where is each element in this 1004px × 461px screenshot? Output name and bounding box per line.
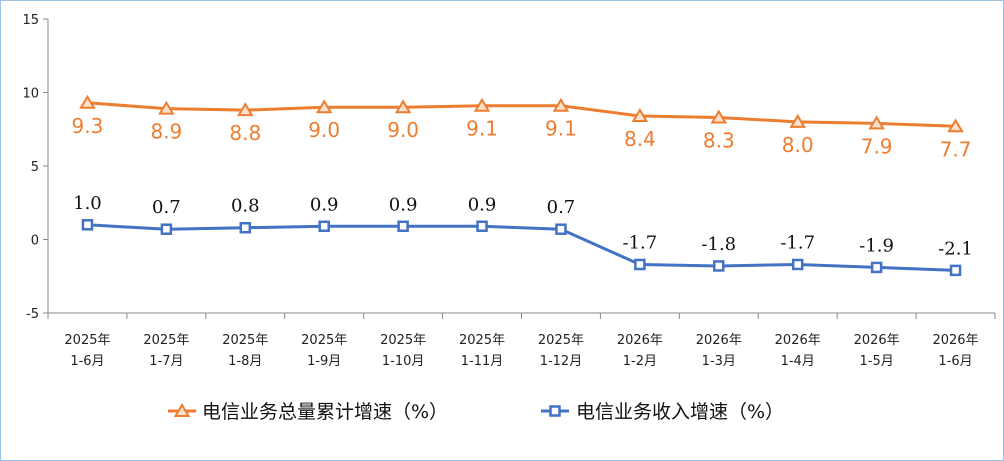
data-label: 0.7 bbox=[152, 197, 181, 218]
data-point-marker bbox=[158, 100, 175, 115]
data-point-marker bbox=[868, 115, 885, 130]
x-category-period: 1-9月 bbox=[307, 354, 341, 369]
data-point-marker bbox=[79, 94, 96, 109]
data-point-marker bbox=[239, 221, 252, 234]
x-category-period: 1-7月 bbox=[149, 354, 183, 369]
x-category-year: 2025年 bbox=[459, 333, 505, 348]
x-category-period: 1-6月 bbox=[70, 354, 104, 369]
data-point-marker bbox=[710, 109, 728, 124]
x-category-year: 2025年 bbox=[222, 333, 268, 348]
data-point-marker bbox=[713, 260, 725, 272]
data-label: -1.7 bbox=[780, 232, 815, 253]
data-label: 7.7 bbox=[940, 137, 972, 161]
x-category-year: 2026年 bbox=[854, 333, 900, 348]
data-point-marker bbox=[552, 97, 570, 112]
data-point-marker bbox=[318, 220, 330, 233]
data-point-marker bbox=[81, 219, 94, 231]
data-label: 9.0 bbox=[308, 118, 340, 142]
data-point-marker bbox=[473, 97, 491, 112]
series-line-total-volume bbox=[87, 101, 956, 128]
y-tick-label: -5 bbox=[26, 307, 39, 322]
x-category-period: 1-11月 bbox=[461, 354, 504, 369]
x-category-period: 1-4月 bbox=[781, 354, 815, 369]
data-label: -1.7 bbox=[623, 232, 658, 253]
data-label: 0.9 bbox=[468, 194, 497, 215]
data-label: 7.9 bbox=[861, 134, 893, 158]
series-line-revenue bbox=[87, 223, 956, 272]
x-category-period: 1-3月 bbox=[702, 354, 736, 369]
data-point-marker bbox=[947, 118, 964, 133]
data-point-marker bbox=[394, 99, 412, 114]
data-point-marker bbox=[555, 223, 567, 235]
data-point-marker bbox=[397, 220, 409, 233]
data-label: 8.9 bbox=[150, 120, 182, 144]
x-category-year: 2026年 bbox=[775, 333, 821, 348]
x-category-year: 2025年 bbox=[380, 333, 426, 348]
y-tick-label: 0 bbox=[31, 234, 39, 249]
data-point-marker bbox=[476, 220, 488, 233]
x-category-year: 2025年 bbox=[143, 333, 189, 348]
x-category-period: 1-5月 bbox=[860, 354, 894, 369]
data-label: 8.4 bbox=[624, 127, 656, 151]
data-point-marker bbox=[791, 258, 804, 271]
data-label: 0.7 bbox=[547, 197, 576, 218]
data-label: 9.3 bbox=[72, 114, 104, 138]
x-category-year: 2026年 bbox=[932, 333, 978, 348]
x-category-year: 2026年 bbox=[696, 333, 742, 348]
data-label: 0.9 bbox=[310, 194, 339, 215]
data-point-marker bbox=[949, 264, 962, 277]
data-label: -1.8 bbox=[701, 234, 736, 255]
data-label: 8.8 bbox=[229, 121, 261, 145]
data-point-marker bbox=[160, 223, 173, 235]
x-category-period: 1-6月 bbox=[938, 354, 972, 369]
data-label: -1.9 bbox=[859, 235, 894, 256]
data-point-marker bbox=[870, 261, 883, 274]
legend-label: 电信业务收入增速（%） bbox=[576, 401, 784, 423]
data-label: 0.9 bbox=[389, 194, 418, 215]
data-label: 9.1 bbox=[466, 117, 498, 141]
data-point-marker bbox=[315, 99, 333, 114]
data-label: 9.0 bbox=[387, 118, 419, 142]
data-point-marker bbox=[789, 113, 806, 128]
x-category-period: 1-8月 bbox=[228, 354, 262, 369]
data-label: 9.1 bbox=[545, 117, 577, 141]
data-label: 0.8 bbox=[231, 196, 260, 217]
x-category-period: 1-12月 bbox=[540, 354, 583, 369]
data-label: 1.0 bbox=[73, 193, 102, 214]
x-category-period: 1-2月 bbox=[623, 354, 657, 369]
x-category-year: 2025年 bbox=[538, 333, 584, 348]
legend-marker bbox=[549, 405, 561, 417]
data-label: 8.0 bbox=[782, 133, 814, 157]
y-tick-label: 5 bbox=[31, 160, 39, 175]
legend-marker bbox=[173, 403, 191, 417]
x-category-year: 2025年 bbox=[64, 333, 110, 348]
legend-label: 电信业务总量累计增速（%） bbox=[202, 401, 448, 423]
x-category-year: 2026年 bbox=[617, 333, 663, 348]
x-category-period: 1-10月 bbox=[382, 354, 425, 369]
data-label: 8.3 bbox=[703, 128, 735, 152]
y-tick-label: 10 bbox=[22, 87, 39, 102]
y-tick-label: 15 bbox=[22, 13, 39, 28]
data-point-marker bbox=[634, 258, 646, 271]
data-point-marker bbox=[237, 102, 254, 117]
data-point-marker bbox=[631, 108, 649, 123]
data-label: -2.1 bbox=[938, 238, 973, 259]
x-category-year: 2025年 bbox=[301, 333, 347, 348]
